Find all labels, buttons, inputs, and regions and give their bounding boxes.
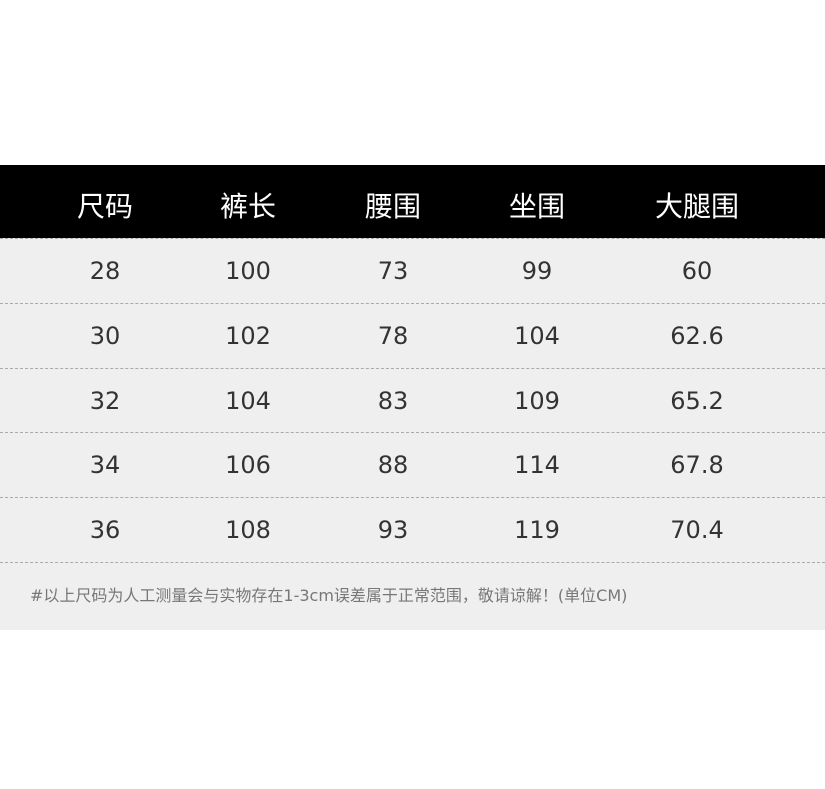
table-cell: 60 bbox=[681, 257, 713, 285]
table-row: 36 108 93 119 70.4 bbox=[0, 497, 825, 562]
table-cell: 28 bbox=[89, 257, 121, 285]
header-cell: 腰围 bbox=[364, 190, 421, 223]
table-cell: 104 bbox=[225, 386, 271, 415]
size-chart: 尺码 裤长 腰围 坐围 大腿围 #以上尺码为人工测量会与实物存在1-3cm误差属于正常范… bbox=[0, 165, 825, 630]
table-cell: 114 bbox=[514, 451, 560, 480]
table-cell: 32 bbox=[89, 386, 121, 415]
table-cell: 99 bbox=[521, 257, 553, 285]
header-cell: 大腿围 bbox=[654, 190, 739, 223]
table-cell: 30 bbox=[89, 321, 121, 350]
table-cell: 109 bbox=[514, 386, 560, 415]
table-cell: 36 bbox=[89, 516, 121, 545]
footnote-text: #以上尺码为人工测量会与实物存在1-3cm误差属于正常范围，敬请谅解！(单位CM… bbox=[30, 586, 628, 605]
header-cell: 坐围 bbox=[508, 190, 565, 223]
table-cell: 100 bbox=[225, 257, 271, 285]
table-cell: 102 bbox=[225, 321, 271, 350]
header-cell: 尺码 bbox=[76, 190, 133, 223]
table-cell: 106 bbox=[225, 451, 271, 480]
table-cell: 93 bbox=[377, 516, 409, 545]
footnote: #以上尺码为人工测量会与实物存在1-3cm误差属于正常范围，敬请谅解！(单位CM… bbox=[0, 562, 825, 631]
table-cell: 88 bbox=[377, 451, 409, 480]
table-cell: 83 bbox=[377, 386, 409, 415]
table-row: 28 100 73 99 60 bbox=[0, 238, 825, 303]
table-cell: 65.2 bbox=[670, 386, 724, 415]
table-cell: 34 bbox=[89, 451, 121, 480]
table-cell: 62.6 bbox=[670, 321, 724, 350]
table-cell: 67.8 bbox=[670, 451, 724, 480]
table-row: 30 102 78 104 62.6 bbox=[0, 302, 825, 368]
table-cell: 78 bbox=[377, 321, 409, 350]
table-cell: 73 bbox=[377, 257, 409, 285]
table-row: 34 106 88 114 67.8 bbox=[0, 432, 825, 497]
table-header: 尺码 裤长 腰围 坐围 大腿围 bbox=[0, 165, 825, 238]
table-cell: 104 bbox=[514, 321, 560, 350]
header-cell: 裤长 bbox=[219, 190, 276, 223]
table-row: 32 104 83 109 65.2 bbox=[0, 367, 825, 433]
table-cell: 70.4 bbox=[670, 516, 724, 545]
table-cell: 119 bbox=[514, 516, 560, 545]
table-cell: 108 bbox=[225, 516, 271, 545]
